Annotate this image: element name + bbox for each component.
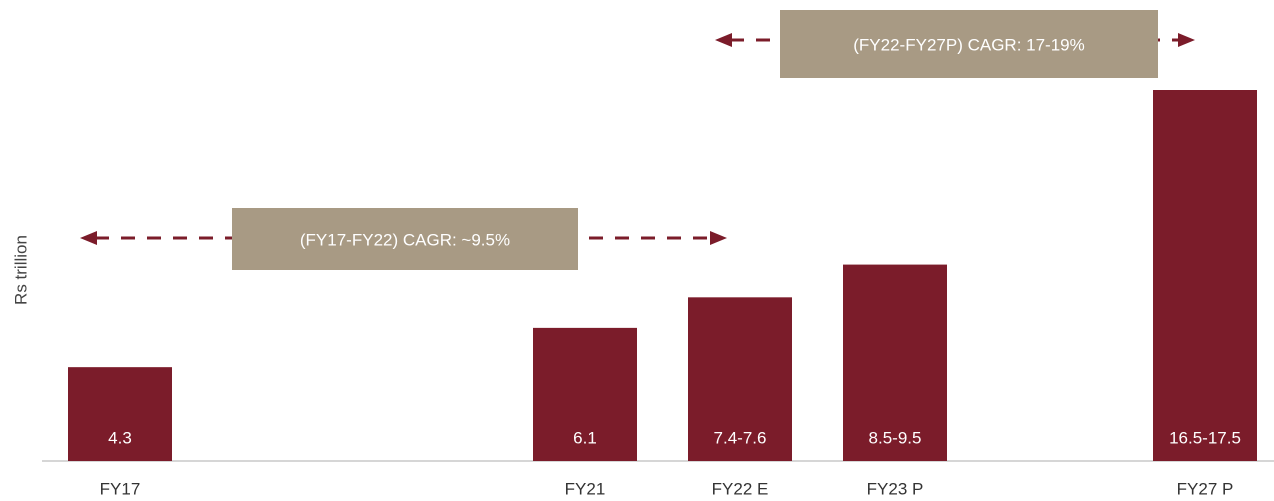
- bar: [1153, 90, 1257, 461]
- annotation-2: (FY22-FY27P) CAGR: 17-19%: [715, 10, 1195, 78]
- x-tick-label: FY27 P: [1177, 479, 1234, 498]
- arrow-head: [710, 231, 727, 245]
- x-tick-label: FY23 P: [867, 479, 924, 498]
- arrow-head: [80, 231, 97, 245]
- arrow-head: [1178, 33, 1195, 47]
- bar: [688, 297, 792, 461]
- x-tick-label: FY17: [100, 479, 141, 498]
- x-tick-label: FY21: [565, 479, 606, 498]
- arrow-head: [715, 33, 732, 47]
- data-label: 7.4-7.6: [714, 428, 767, 447]
- bar: [533, 327, 637, 461]
- data-label: 8.5-9.5: [869, 428, 922, 447]
- x-tick-label: FY22 E: [712, 479, 769, 498]
- data-label: 6.1: [573, 428, 597, 447]
- y-axis-label: Rs trillion: [11, 235, 30, 305]
- annotation-text: (FY17-FY22) CAGR: ~9.5%: [300, 230, 510, 249]
- bar: [843, 264, 947, 461]
- bar: [68, 367, 172, 461]
- annotation-box: [780, 10, 1158, 78]
- annotation-box: [232, 208, 578, 270]
- data-label: 16.5-17.5: [1169, 428, 1241, 447]
- annotation-text: (FY22-FY27P) CAGR: 17-19%: [853, 35, 1084, 54]
- annotation-1: (FY17-FY22) CAGR: ~9.5%: [80, 208, 727, 270]
- data-label: 4.3: [108, 428, 132, 447]
